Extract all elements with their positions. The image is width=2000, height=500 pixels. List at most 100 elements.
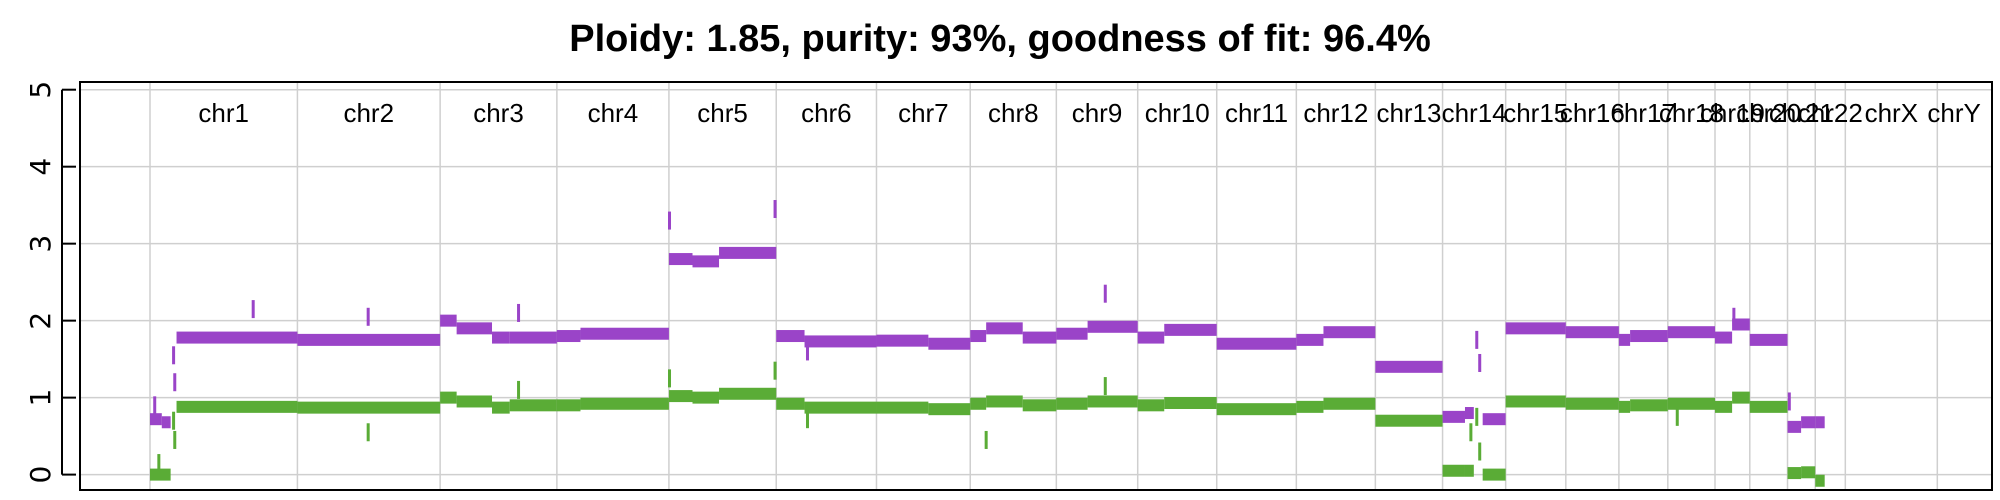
- segment-mark: [1464, 407, 1474, 420]
- outlier-mark: [1478, 442, 1482, 461]
- segment-mark: [1787, 420, 1802, 433]
- segment-mark: [804, 401, 877, 414]
- chromosome-label: chr6: [801, 98, 852, 128]
- segment-mark: [440, 391, 457, 404]
- outlier-mark: [366, 307, 370, 326]
- outlier-mark: [773, 361, 777, 380]
- segment-mark: [1715, 331, 1733, 344]
- segment-mark: [1749, 400, 1788, 413]
- segment-mark: [876, 401, 929, 414]
- segment-mark: [1375, 360, 1443, 373]
- chromosome-label: chr21: [1769, 98, 1834, 128]
- segment-mark: [692, 391, 720, 404]
- segment-mark: [580, 397, 669, 410]
- outlier-mark: [1787, 392, 1791, 411]
- segment-mark: [1815, 416, 1825, 429]
- outlier-mark: [668, 211, 672, 230]
- segment-mark: [1022, 331, 1057, 344]
- outlier-mark: [805, 410, 809, 429]
- y-tick-label: 3: [24, 235, 57, 253]
- chromosome-label: chr14: [1442, 98, 1507, 128]
- segment-mark: [1164, 323, 1217, 336]
- outlier-mark: [366, 423, 370, 442]
- segment-mark: [1630, 399, 1668, 412]
- outlier-mark: [1475, 330, 1479, 349]
- outlier-mark: [984, 430, 988, 449]
- segment-mark: [150, 468, 171, 481]
- segment-mark: [297, 333, 441, 346]
- segment-mark: [1375, 414, 1443, 427]
- chromosome-label: chr1: [198, 98, 249, 128]
- outlier-mark: [153, 396, 157, 415]
- segment-mark: [719, 387, 777, 400]
- segment-mark: [1296, 333, 1324, 346]
- segment-mark: [1565, 397, 1619, 410]
- segment-mark: [1715, 400, 1733, 413]
- segment-mark: [1442, 410, 1465, 423]
- outlier-mark: [1478, 353, 1482, 372]
- segment-mark: [692, 255, 720, 268]
- segment-mark: [970, 330, 987, 343]
- segment-mark: [1815, 474, 1825, 487]
- outlier-mark: [173, 430, 177, 449]
- segment-mark: [150, 413, 162, 426]
- segment-mark: [1323, 326, 1376, 339]
- plot-frame: [79, 81, 1993, 491]
- segment-mark: [297, 401, 441, 414]
- chromosome-label: chr8: [988, 98, 1039, 128]
- segment-mark: [1801, 416, 1816, 429]
- chromosome-label: chr9: [1072, 98, 1123, 128]
- segment-mark: [440, 314, 457, 327]
- outlier-mark: [517, 380, 521, 399]
- segment-mark: [1667, 326, 1716, 339]
- outlier-mark: [157, 454, 161, 473]
- chart-title: Ploidy: 1.85, purity: 93%, goodness of f…: [569, 18, 1431, 60]
- y-tick-label: 1: [24, 389, 57, 407]
- segment-mark: [1732, 391, 1750, 404]
- chromosome-label: chr3: [473, 98, 524, 128]
- segment-mark: [1323, 397, 1376, 410]
- y-tick-label: 5: [24, 81, 57, 99]
- segment-mark: [1667, 397, 1716, 410]
- outlier-mark: [1675, 407, 1679, 426]
- segment-mark: [1056, 327, 1088, 340]
- segment-mark: [1087, 320, 1138, 333]
- chromosome-label: chrX: [1865, 98, 1918, 128]
- chromosome-label: chr11: [1225, 98, 1288, 128]
- y-tick-label: 4: [24, 158, 57, 176]
- outlier-mark: [668, 369, 672, 388]
- outlier-mark: [1475, 407, 1479, 426]
- chromosome-label: chr18: [1659, 98, 1724, 128]
- segment-mark: [1630, 330, 1668, 343]
- segment-mark: [876, 334, 929, 347]
- chromosome-label: chr15: [1503, 98, 1568, 128]
- outlier-mark: [805, 342, 809, 361]
- segment-mark: [928, 337, 971, 350]
- chromosome-label: chr7: [898, 98, 949, 128]
- segment-mark: [1565, 326, 1619, 339]
- chromosome-label: chr20: [1736, 98, 1801, 128]
- segment-mark: [1216, 337, 1297, 350]
- segment-mark: [176, 331, 298, 344]
- segment-mark: [1296, 400, 1324, 413]
- chromosome-label: chr13: [1376, 98, 1441, 128]
- segment-mark: [719, 246, 777, 259]
- y-tick-label: 2: [24, 312, 57, 330]
- segment-mark: [1164, 397, 1217, 410]
- outlier-mark: [172, 346, 176, 365]
- segment-mark: [986, 322, 1023, 335]
- chromosome-label: chr10: [1145, 98, 1210, 128]
- outlier-mark: [773, 200, 777, 219]
- segment-mark: [556, 399, 581, 412]
- segment-mark: [776, 397, 805, 410]
- segment-mark: [580, 327, 669, 340]
- segment-mark: [509, 399, 557, 412]
- segment-mark: [928, 403, 971, 416]
- segment-mark: [492, 331, 510, 344]
- segment-mark: [1787, 467, 1802, 480]
- segment-mark: [1056, 397, 1088, 410]
- chromosome-label: chrY: [1927, 98, 1980, 128]
- segment-mark: [1618, 333, 1631, 346]
- segment-mark: [1482, 413, 1506, 426]
